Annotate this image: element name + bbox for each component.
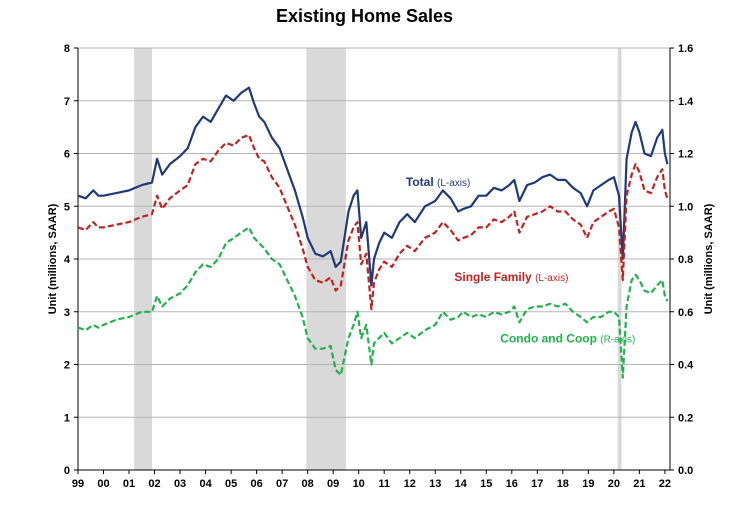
x-tick-label: 01 (123, 478, 135, 490)
y-left-tick-label: 4 (64, 254, 71, 266)
x-tick-label: 17 (531, 478, 543, 490)
x-tick-label: 16 (506, 478, 518, 490)
y-left-tick-label: 0 (64, 465, 70, 477)
series-line-single-family (77, 133, 669, 311)
x-tick-label: 14 (455, 478, 468, 490)
y-left-tick-label: 7 (64, 96, 70, 108)
x-tick-label: 07 (276, 478, 288, 490)
y-right-tick-label: 0.6 (678, 307, 693, 319)
x-tick-label: 08 (302, 478, 314, 490)
x-tick-label: 15 (480, 478, 492, 490)
x-tick-label: 05 (225, 478, 237, 490)
series-label-total: Total (L-axis) (406, 175, 470, 189)
x-tick-label: 11 (378, 478, 390, 490)
y-right-tick-label: 0.0 (678, 465, 693, 477)
x-tick-label: 03 (174, 478, 186, 490)
y-right-tick-label: 1.6 (678, 43, 693, 55)
y-left-tick-label: 1 (64, 412, 70, 424)
x-tick-label: 13 (429, 478, 441, 490)
x-tick-label: 10 (353, 478, 365, 490)
chart-title: Existing Home Sales (275, 6, 454, 26)
y-right-tick-label: 0.8 (678, 254, 693, 266)
x-tick-label: 00 (97, 478, 109, 490)
y-right-tick-label: 0.2 (678, 412, 693, 424)
y-left-axis-label: Unit (millions, SAAR) (47, 203, 59, 314)
x-tick-label: 99 (72, 478, 84, 490)
y-left-tick-label: 6 (64, 149, 70, 161)
y-right-axis-label: Unit (millions, SAAR) (703, 203, 715, 314)
x-tick-label: 20 (608, 478, 620, 490)
y-right-tick-label: 1.0 (678, 201, 693, 213)
x-tick-label: 06 (250, 478, 262, 490)
x-tick-label: 02 (148, 478, 160, 490)
x-tick-label: 19 (582, 478, 594, 490)
x-tick-label: 18 (557, 478, 569, 490)
series-line-condo-and-coop (77, 226, 669, 379)
series-label-single-family: Single Family (L-axis) (454, 270, 568, 284)
series-line-total (77, 86, 669, 287)
x-tick-label: 22 (659, 478, 671, 490)
y-right-tick-label: 1.2 (678, 149, 693, 161)
y-left-tick-label: 2 (64, 360, 70, 372)
y-left-tick-label: 3 (64, 307, 70, 319)
x-tick-label: 04 (199, 478, 212, 490)
y-right-tick-label: 1.4 (678, 96, 694, 108)
x-tick-label: 09 (327, 478, 339, 490)
x-tick-label: 12 (404, 478, 416, 490)
series-label-condo-and-coop: Condo and Coop (R-axis) (500, 331, 635, 345)
y-right-tick-label: 0.4 (678, 360, 694, 372)
y-left-tick-label: 5 (64, 201, 70, 213)
x-tick-label: 21 (633, 478, 645, 490)
y-left-tick-label: 8 (64, 43, 70, 55)
